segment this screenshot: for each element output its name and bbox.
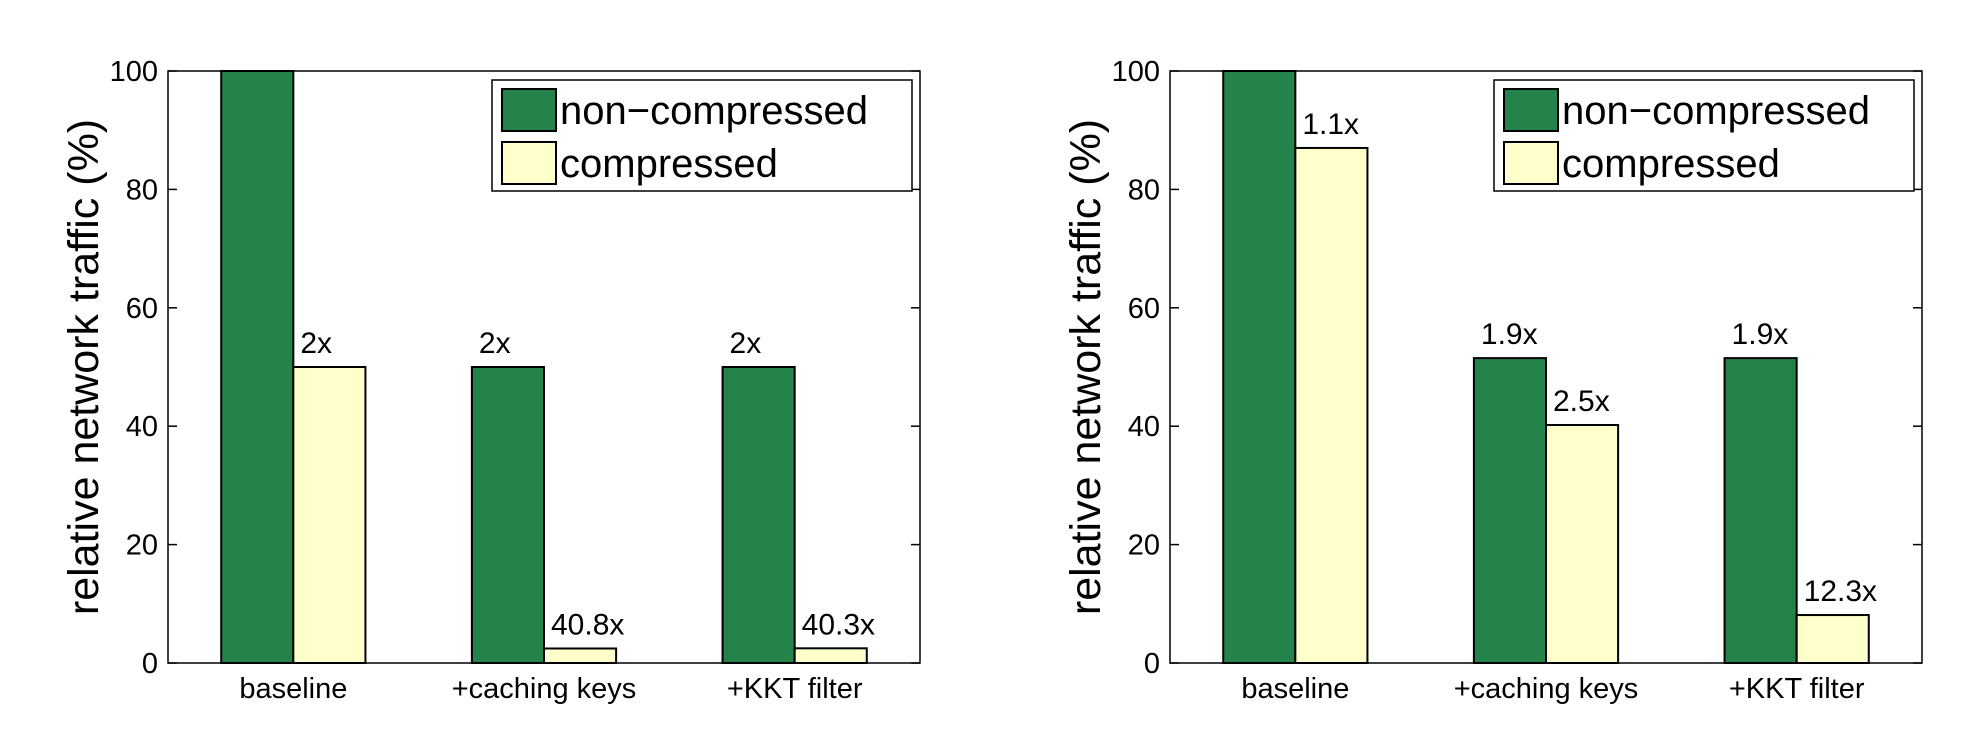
bar — [793, 647, 868, 665]
x-tick-label: +KKT filter — [727, 673, 863, 705]
y-tick-label: 40 — [126, 411, 158, 443]
bar-annotation: 2x — [479, 327, 511, 360]
bar — [1222, 70, 1297, 664]
y-tick-label: 100 — [1112, 56, 1160, 88]
legend-label: non−compressed — [1562, 89, 1870, 133]
y-tick-label: 40 — [1128, 411, 1160, 443]
plot-frame — [1169, 70, 1923, 664]
y-axis-label: relative network traffic (%) — [60, 119, 108, 615]
y-tick-label: 60 — [126, 293, 158, 325]
bar-annotation: 2.5x — [1553, 385, 1610, 418]
bar — [1294, 146, 1369, 664]
legend-swatch — [1503, 88, 1559, 132]
chart: 0 20 40 60 80 100 baseline +caching keys +KKT fi… — [1062, 56, 1923, 705]
bar — [220, 70, 295, 664]
x-tick-label: baseline — [239, 673, 347, 705]
x-tick-label: +caching keys — [1454, 673, 1639, 705]
bar — [1545, 424, 1620, 664]
bar — [721, 366, 796, 664]
bar-annotation: 40.8x — [551, 608, 624, 641]
y-tick-label: 0 — [142, 648, 158, 680]
x-tick-label: baseline — [1241, 673, 1349, 705]
legend-box — [1493, 79, 1915, 192]
legend-label: compressed — [1562, 142, 1780, 186]
bar-annotation: 2x — [300, 327, 332, 360]
bar — [1795, 614, 1870, 664]
bar-annotation: 1.9x — [1732, 318, 1789, 351]
bar-annotation: 12.3x — [1804, 575, 1877, 608]
bar — [292, 366, 367, 664]
legend-swatch — [501, 88, 557, 132]
x-tick-label: +caching keys — [452, 673, 637, 705]
bar — [470, 366, 545, 664]
bar — [1472, 357, 1548, 664]
legend-label: non−compressed — [560, 89, 868, 133]
bar-annotation: 1.9x — [1481, 318, 1538, 351]
y-tick-label: 20 — [1128, 530, 1160, 562]
bar — [543, 647, 618, 664]
y-tick-label: 0 — [1144, 648, 1160, 680]
legend-swatch — [501, 141, 557, 185]
plot-frame — [167, 70, 921, 664]
x-tick-label: +KKT filter — [1729, 673, 1865, 705]
legend-swatch — [1503, 141, 1559, 185]
y-tick-label: 80 — [1128, 174, 1160, 206]
y-tick-label: 100 — [110, 56, 158, 88]
bar — [1723, 357, 1798, 664]
chart: 0 20 40 60 80 100 baseline +caching keys +KKT fi… — [60, 56, 921, 705]
bar-annotation: 2x — [730, 327, 762, 360]
legend-label: compressed — [560, 142, 778, 186]
y-tick-label: 80 — [126, 174, 158, 206]
y-axis-label: relative network traffic (%) — [1062, 119, 1110, 615]
y-tick-label: 60 — [1128, 293, 1160, 325]
legend-box — [491, 79, 913, 192]
bar-annotation: 40.3x — [802, 608, 875, 641]
bar-annotation: 1.1x — [1302, 108, 1359, 141]
y-tick-label: 20 — [126, 530, 158, 562]
